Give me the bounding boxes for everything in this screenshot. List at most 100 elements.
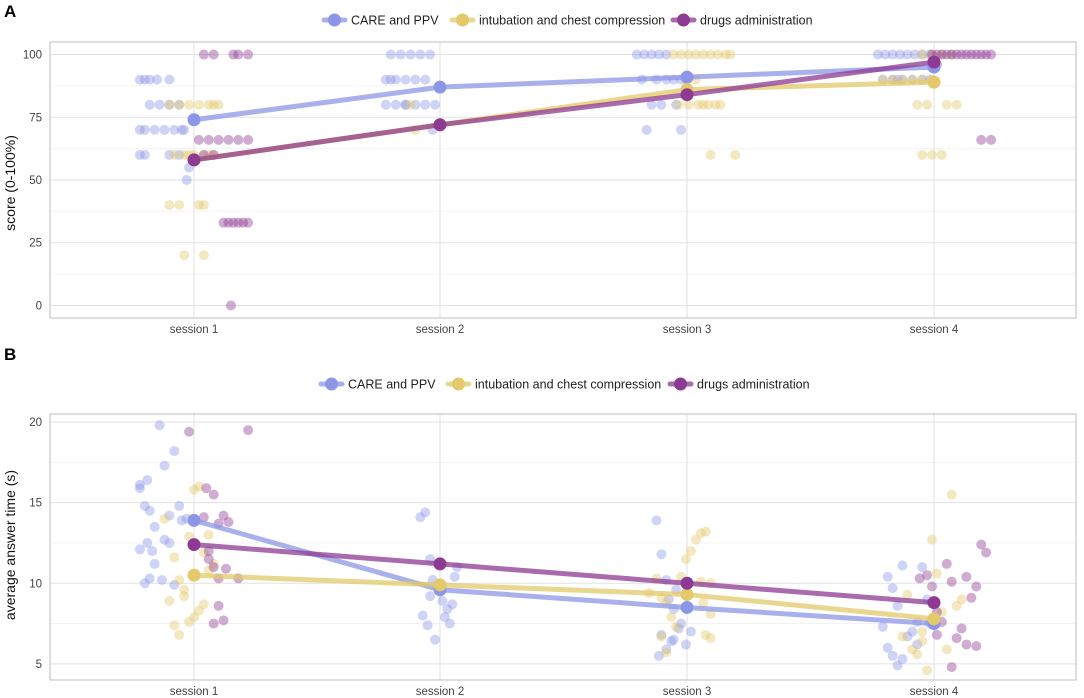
- data-point: [164, 99, 175, 110]
- panel-b-letter: B: [4, 345, 16, 364]
- data-point: [184, 99, 195, 110]
- data-point: [676, 618, 687, 629]
- data-point: [164, 74, 175, 85]
- data-point: [966, 592, 977, 603]
- data-point: [193, 200, 204, 211]
- data-point: [882, 571, 893, 582]
- data-point: [208, 562, 219, 573]
- data-point: [447, 599, 458, 610]
- data-point: [405, 49, 416, 60]
- data-point: [223, 134, 234, 145]
- data-point: [134, 124, 145, 135]
- legend-item-intubation: intubation and chest compression: [445, 377, 661, 392]
- data-point: [946, 662, 957, 673]
- data-point: [425, 49, 436, 60]
- data-point: [142, 475, 153, 486]
- data-point: [169, 124, 180, 135]
- data-point: [437, 596, 448, 607]
- mean-marker: [680, 88, 694, 102]
- data-point: [887, 650, 898, 661]
- data-point: [203, 546, 214, 557]
- x-tick-label: session 4: [910, 686, 959, 698]
- data-point: [149, 124, 160, 135]
- data-point: [233, 217, 244, 228]
- data-point: [971, 581, 982, 592]
- data-point: [203, 99, 214, 110]
- data-point: [641, 124, 652, 135]
- x-tick-label: session 1: [170, 686, 219, 698]
- data-point: [961, 639, 972, 650]
- data-point: [877, 621, 888, 632]
- data-point: [198, 49, 209, 60]
- data-point: [213, 134, 224, 145]
- legend-item-drugs: drugs administration: [667, 377, 810, 392]
- legend-swatch-dot: [452, 377, 465, 391]
- data-point: [193, 134, 204, 145]
- data-point: [164, 510, 175, 521]
- data-point: [400, 74, 411, 85]
- data-point: [956, 594, 967, 605]
- data-point: [174, 629, 185, 640]
- data-point: [189, 612, 199, 623]
- data-point: [683, 49, 694, 60]
- data-point: [690, 49, 701, 60]
- data-point: [897, 560, 908, 571]
- data-point: [179, 124, 190, 135]
- y-tick-label: 15: [29, 498, 42, 510]
- data-point: [902, 631, 913, 642]
- data-point: [144, 99, 155, 110]
- data-point: [671, 99, 682, 110]
- series-points-intubation-and-chest-compression: [159, 481, 967, 676]
- data-point: [690, 534, 701, 545]
- data-point: [208, 618, 219, 629]
- data-point: [971, 49, 982, 60]
- data-point: [966, 49, 977, 60]
- data-point: [710, 99, 721, 110]
- mean-marker: [187, 153, 201, 167]
- data-point: [233, 49, 244, 60]
- panel-b-y-axis-title: average answer time (s): [2, 470, 18, 620]
- data-point: [912, 649, 923, 660]
- mean-marker: [927, 596, 941, 610]
- panel-border: [49, 41, 1077, 319]
- panel-a-letter: A: [4, 2, 16, 21]
- data-point: [671, 621, 682, 632]
- data-point: [208, 49, 219, 60]
- data-point: [147, 546, 158, 557]
- data-point: [405, 99, 416, 110]
- data-point: [653, 650, 664, 661]
- data-point: [946, 49, 957, 60]
- data-point: [946, 49, 957, 60]
- data-point: [176, 124, 187, 135]
- data-point: [159, 513, 170, 524]
- mean-marker: [187, 568, 201, 582]
- data-point: [193, 99, 204, 110]
- data-point: [176, 515, 187, 526]
- data-point: [410, 74, 421, 85]
- data-point: [712, 49, 723, 60]
- data-point: [179, 250, 190, 261]
- data-point: [880, 49, 891, 60]
- data-point: [666, 612, 677, 623]
- mean-marker: [927, 75, 941, 89]
- data-point: [917, 636, 928, 647]
- data-point: [897, 631, 908, 642]
- data-point: [956, 49, 967, 60]
- data-point: [661, 644, 672, 655]
- data-point: [169, 446, 180, 457]
- y-tick-label: 5: [36, 659, 42, 671]
- data-point: [134, 479, 145, 490]
- data-point: [951, 49, 962, 60]
- data-point: [203, 529, 214, 540]
- mean-marker: [680, 588, 694, 602]
- mean-marker: [433, 578, 447, 592]
- data-point: [631, 49, 642, 60]
- data-point: [169, 579, 180, 590]
- data-point: [681, 639, 691, 650]
- data-point: [420, 99, 431, 110]
- data-point: [243, 134, 254, 145]
- data-point: [400, 99, 411, 110]
- data-point: [936, 607, 947, 618]
- mean-line-intubation-and-chest-compression: [191, 572, 937, 622]
- plot-area: 5 10 15 20 session 1 session 2 session 3 sessio…: [29, 413, 1077, 698]
